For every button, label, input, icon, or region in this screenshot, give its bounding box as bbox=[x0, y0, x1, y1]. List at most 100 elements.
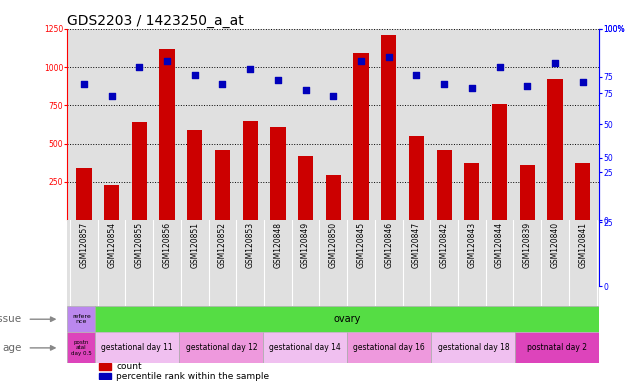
Point bbox=[106, 116, 117, 122]
Bar bbox=[215, 150, 230, 220]
Point bbox=[383, 55, 394, 61]
Bar bbox=[271, 127, 285, 220]
Text: postn
atal
day 0.5: postn atal day 0.5 bbox=[71, 340, 92, 356]
Text: GSM120847: GSM120847 bbox=[412, 222, 421, 268]
Bar bbox=[326, 175, 341, 220]
Text: GSM120853: GSM120853 bbox=[246, 222, 254, 268]
Bar bbox=[96, 333, 179, 363]
Text: GSM120850: GSM120850 bbox=[329, 222, 338, 268]
Text: GSM120846: GSM120846 bbox=[384, 222, 393, 268]
Text: GSM120839: GSM120839 bbox=[523, 222, 532, 268]
Text: tissue: tissue bbox=[0, 314, 22, 324]
Point bbox=[578, 79, 588, 85]
Bar bbox=[431, 333, 515, 363]
Text: GSM120852: GSM120852 bbox=[218, 222, 227, 268]
Point bbox=[383, 65, 394, 71]
Bar bbox=[575, 163, 590, 220]
Bar bbox=[99, 373, 111, 379]
Bar bbox=[298, 156, 313, 220]
Text: GSM120849: GSM120849 bbox=[301, 222, 310, 268]
Point bbox=[217, 81, 228, 87]
Bar bbox=[67, 306, 96, 333]
Text: postnatal day 2: postnatal day 2 bbox=[528, 343, 587, 353]
Bar bbox=[547, 79, 563, 220]
Text: gestational day 11: gestational day 11 bbox=[101, 343, 173, 353]
Point bbox=[301, 87, 311, 93]
Point bbox=[217, 101, 228, 107]
Point bbox=[273, 95, 283, 101]
Text: refere
nce: refere nce bbox=[72, 314, 90, 324]
Point bbox=[134, 64, 144, 70]
Bar bbox=[187, 130, 203, 220]
Point bbox=[190, 88, 200, 94]
Text: GSM120848: GSM120848 bbox=[274, 222, 283, 268]
Text: gestational day 16: gestational day 16 bbox=[353, 343, 425, 353]
Point bbox=[328, 93, 338, 99]
Point bbox=[578, 98, 588, 104]
Text: age: age bbox=[3, 343, 22, 353]
Bar bbox=[353, 53, 369, 220]
Point bbox=[301, 108, 311, 114]
Text: GSM120851: GSM120851 bbox=[190, 222, 199, 268]
Bar bbox=[520, 165, 535, 220]
Text: count: count bbox=[116, 362, 142, 371]
Bar bbox=[99, 363, 111, 370]
Bar bbox=[464, 163, 479, 220]
Point bbox=[79, 101, 89, 107]
Bar bbox=[242, 121, 258, 220]
Point bbox=[328, 116, 338, 122]
Text: GSM120857: GSM120857 bbox=[79, 222, 88, 268]
Text: GSM120842: GSM120842 bbox=[440, 222, 449, 268]
Point bbox=[245, 80, 255, 86]
Text: ovary: ovary bbox=[333, 314, 361, 324]
Bar bbox=[263, 333, 347, 363]
Point bbox=[494, 64, 504, 70]
Bar bbox=[381, 35, 396, 220]
Point bbox=[162, 70, 172, 76]
Point bbox=[550, 60, 560, 66]
Point bbox=[162, 58, 172, 65]
Text: gestational day 18: gestational day 18 bbox=[438, 343, 509, 353]
Point bbox=[439, 81, 449, 87]
Bar bbox=[160, 49, 175, 220]
Bar bbox=[132, 122, 147, 220]
Bar bbox=[492, 104, 507, 220]
Point bbox=[106, 93, 117, 99]
Point bbox=[439, 101, 449, 107]
Text: GSM120840: GSM120840 bbox=[551, 222, 560, 268]
Bar bbox=[409, 136, 424, 220]
Bar bbox=[515, 333, 599, 363]
Text: GSM120841: GSM120841 bbox=[578, 222, 587, 268]
Point bbox=[356, 70, 366, 76]
Point bbox=[273, 77, 283, 83]
Bar bbox=[76, 168, 92, 220]
Point bbox=[134, 77, 144, 83]
Point bbox=[494, 77, 504, 83]
Point bbox=[522, 103, 533, 109]
Point bbox=[79, 81, 89, 87]
Text: GSM120844: GSM120844 bbox=[495, 222, 504, 268]
Text: GSM120856: GSM120856 bbox=[163, 222, 172, 268]
Text: percentile rank within the sample: percentile rank within the sample bbox=[116, 372, 269, 381]
Bar bbox=[437, 150, 452, 220]
Text: GSM120845: GSM120845 bbox=[356, 222, 365, 268]
Text: GDS2203 / 1423250_a_at: GDS2203 / 1423250_a_at bbox=[67, 14, 244, 28]
Bar bbox=[104, 185, 119, 220]
Point bbox=[467, 85, 477, 91]
Text: GSM120854: GSM120854 bbox=[107, 222, 116, 268]
Bar bbox=[347, 333, 431, 363]
Point bbox=[550, 72, 560, 78]
Bar bbox=[67, 333, 96, 363]
Bar bbox=[179, 333, 263, 363]
Point bbox=[245, 66, 255, 72]
Text: gestational day 12: gestational day 12 bbox=[185, 343, 257, 353]
Point bbox=[356, 58, 366, 65]
Text: GSM120855: GSM120855 bbox=[135, 222, 144, 268]
Point bbox=[467, 106, 477, 112]
Text: gestational day 14: gestational day 14 bbox=[269, 343, 341, 353]
Text: GSM120843: GSM120843 bbox=[467, 222, 476, 268]
Point bbox=[190, 72, 200, 78]
Point bbox=[412, 72, 422, 78]
Point bbox=[412, 88, 422, 94]
Point bbox=[522, 83, 533, 89]
